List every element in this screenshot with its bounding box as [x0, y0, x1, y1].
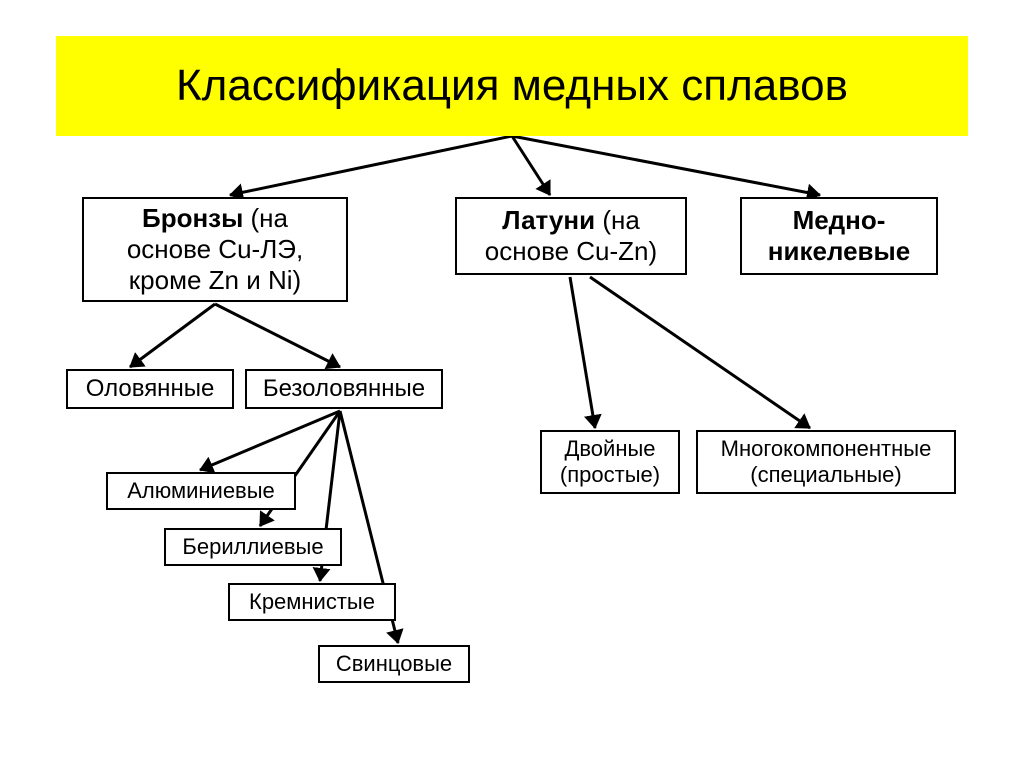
node-bronzy-line-2: кроме Zn и Ni): [129, 265, 301, 296]
edge-5: [200, 411, 340, 470]
node-beril-line-0: Бериллиевые: [182, 534, 323, 560]
node-kremn-line-0: Кремнистые: [249, 589, 375, 615]
node-bezolov: Безоловянные: [245, 369, 443, 409]
edge-10: [590, 277, 810, 428]
node-latuni-line-0: Латуни (на: [502, 205, 640, 236]
title-text: Классификация медных сплавов: [176, 61, 848, 111]
node-bronzy: Бронзы (наоснове Cu-ЛЭ,кроме Zn и Ni): [82, 197, 348, 302]
node-mnogo-line-0: Многокомпонентные: [721, 436, 932, 462]
node-medno-line-0: Медно-: [793, 205, 886, 236]
node-alum-line-0: Алюминиевые: [127, 478, 275, 504]
node-svin: Свинцовые: [318, 645, 470, 683]
node-dvoin: Двойные(простые): [540, 430, 680, 494]
node-bronzy-line-0: Бронзы (на: [142, 203, 288, 234]
node-dvoin-line-1: (простые): [560, 462, 660, 488]
edge-4: [215, 304, 340, 367]
node-alum: Алюминиевые: [106, 472, 296, 510]
edge-1: [512, 136, 550, 195]
node-bezolov-line-0: Безоловянные: [263, 375, 425, 404]
title-bar: Классификация медных сплавов: [56, 36, 968, 136]
node-medno: Медно-никелевые: [740, 197, 938, 275]
node-bronzy-bold-0: Бронзы: [142, 203, 243, 233]
edge-2: [512, 136, 820, 195]
node-kremn: Кремнистые: [228, 583, 396, 621]
node-latuni: Латуни (наоснове Cu-Zn): [455, 197, 687, 275]
edge-9: [570, 277, 595, 428]
edge-0: [230, 136, 512, 195]
node-bronzy-line-1: основе Cu-ЛЭ,: [127, 234, 303, 265]
node-mnogo: Многокомпонентные(специальные): [696, 430, 956, 494]
node-beril: Бериллиевые: [164, 528, 342, 566]
node-svin-line-0: Свинцовые: [336, 651, 452, 677]
node-mnogo-line-1: (специальные): [750, 462, 901, 488]
node-medno-line-1: никелевые: [768, 236, 910, 267]
node-olov: Оловянные: [66, 369, 234, 409]
node-latuni-line-1: основе Cu-Zn): [485, 236, 657, 267]
node-latuni-bold-0: Латуни: [502, 205, 595, 235]
node-dvoin-line-0: Двойные: [564, 436, 655, 462]
edge-3: [130, 304, 215, 367]
node-olov-line-0: Оловянные: [86, 375, 215, 404]
